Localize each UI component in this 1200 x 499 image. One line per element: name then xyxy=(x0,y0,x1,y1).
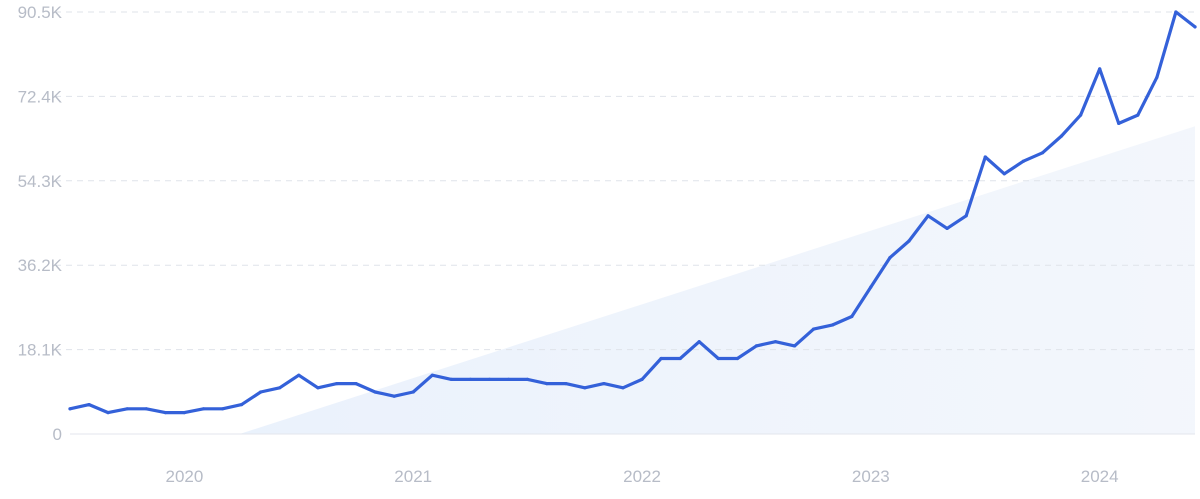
grid-lines xyxy=(55,11,1195,351)
data-point xyxy=(335,382,339,386)
data-point xyxy=(926,214,930,218)
x-axis-ticks: 2020 2021 2022 2023 2024 xyxy=(165,467,1118,486)
y-tick-label: 90.5K xyxy=(18,3,63,22)
data-point xyxy=(640,377,644,381)
data-point xyxy=(1079,113,1083,117)
data-point xyxy=(621,386,625,390)
data-point xyxy=(392,394,396,398)
data-point xyxy=(564,382,568,386)
data-point xyxy=(1193,25,1197,29)
data-point xyxy=(678,356,682,361)
data-point xyxy=(144,407,148,411)
data-point xyxy=(983,155,987,159)
data-point xyxy=(68,407,72,411)
data-point xyxy=(1155,75,1159,79)
data-point xyxy=(1136,113,1140,117)
data-point xyxy=(411,390,415,394)
data-point xyxy=(697,340,701,344)
data-point xyxy=(449,377,453,381)
data-point xyxy=(869,285,873,289)
data-point xyxy=(716,356,720,361)
data-point xyxy=(831,323,835,327)
data-point xyxy=(507,377,511,381)
y-tick-label: 0 xyxy=(53,425,62,444)
data-point xyxy=(468,377,472,381)
x-tick-label: 2020 xyxy=(165,467,203,486)
series-line xyxy=(68,10,1197,415)
data-point xyxy=(373,390,377,394)
data-point xyxy=(793,344,797,348)
data-point xyxy=(812,327,816,331)
x-tick-label: 2024 xyxy=(1081,467,1119,486)
data-point xyxy=(583,386,587,390)
data-point xyxy=(354,382,358,386)
y-tick-label: 18.1K xyxy=(18,341,63,360)
data-point xyxy=(659,356,663,361)
data-point xyxy=(316,386,320,390)
x-tick-label: 2021 xyxy=(394,467,432,486)
data-point xyxy=(106,411,110,415)
data-point xyxy=(297,373,301,377)
data-point xyxy=(964,214,968,218)
data-point xyxy=(526,377,530,381)
data-point xyxy=(220,407,225,411)
data-point xyxy=(487,377,492,381)
data-point xyxy=(1059,134,1064,138)
data-point xyxy=(1098,67,1102,71)
data-point xyxy=(1021,159,1025,163)
data-point xyxy=(754,344,759,348)
data-point xyxy=(201,407,206,411)
data-point xyxy=(850,314,854,319)
x-tick-label: 2023 xyxy=(852,467,890,486)
data-point xyxy=(907,239,911,243)
data-point xyxy=(945,226,949,230)
data-point xyxy=(278,386,282,390)
data-point xyxy=(430,373,434,377)
data-point xyxy=(125,407,129,411)
data-point xyxy=(602,382,606,386)
y-tick-label: 36.2K xyxy=(18,256,63,275)
data-point xyxy=(240,403,244,407)
data-point xyxy=(1174,10,1178,14)
data-point xyxy=(87,403,91,407)
data-point xyxy=(735,356,740,361)
y-tick-label: 54.3K xyxy=(18,172,63,191)
trend-area xyxy=(239,126,1195,434)
y-tick-label: 72.4K xyxy=(18,87,63,106)
data-point xyxy=(182,411,186,415)
data-point xyxy=(545,382,549,386)
x-tick-label: 2022 xyxy=(623,467,661,486)
data-point xyxy=(888,256,892,260)
data-point xyxy=(1002,172,1006,176)
data-point xyxy=(1040,151,1045,155)
data-points xyxy=(68,10,1197,415)
data-point xyxy=(163,411,167,415)
y-axis-ticks: 0 18.1K 36.2K 54.3K 72.4K 90.5K xyxy=(18,3,63,444)
data-point xyxy=(1117,121,1121,125)
data-point xyxy=(773,340,778,344)
data-point xyxy=(259,390,263,394)
